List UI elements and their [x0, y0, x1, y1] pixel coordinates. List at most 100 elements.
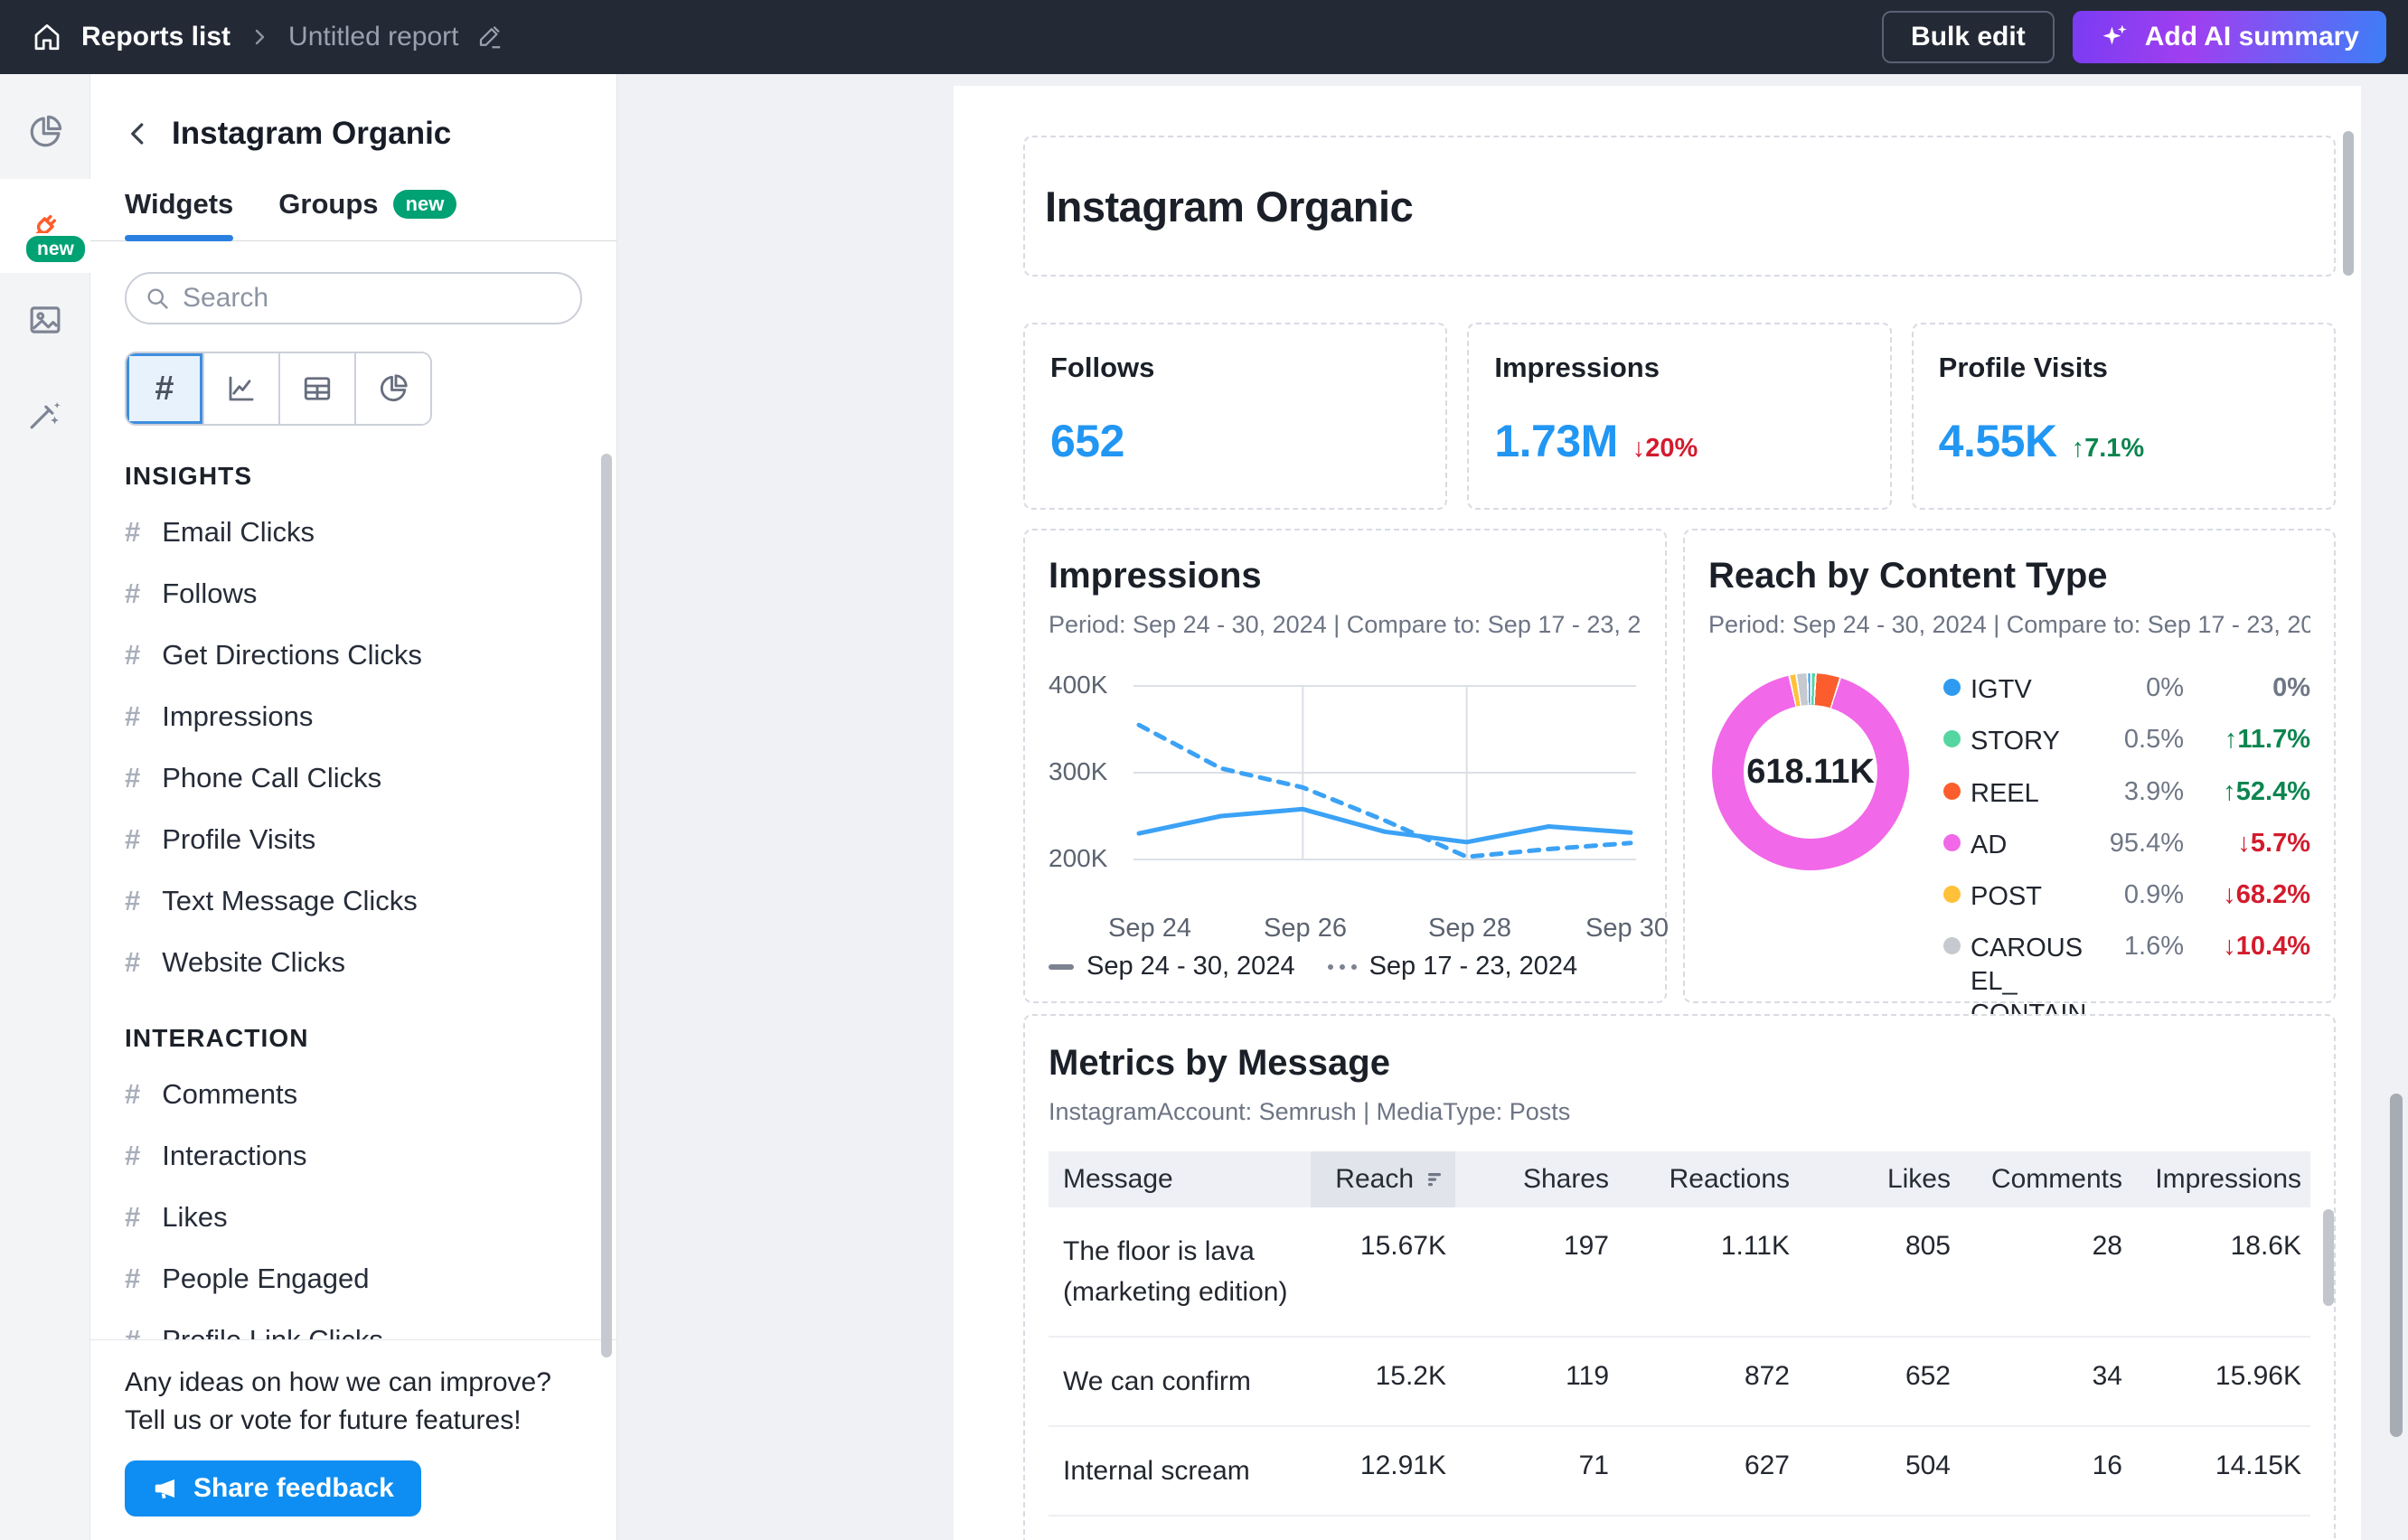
column-header-comments[interactable]: Comments: [1960, 1151, 2131, 1207]
add-ai-summary-button[interactable]: Add AI summary: [2072, 11, 2386, 63]
cell-shares: 71: [1578, 1451, 1609, 1480]
legend-change: ↓68.2%: [2223, 880, 2310, 909]
toggle-line-chart-widgets[interactable]: [202, 353, 278, 424]
rail-item-ai-tools[interactable]: [0, 367, 90, 461]
column-header-reactions[interactable]: Reactions: [1618, 1151, 1799, 1207]
toggle-number-widgets[interactable]: #: [127, 353, 202, 424]
hash-icon: #: [155, 369, 174, 408]
tab-widgets[interactable]: Widgets: [125, 188, 234, 241]
column-label: Shares: [1522, 1164, 1609, 1194]
section-header-interaction: INTERACTION: [125, 1024, 309, 1052]
sidebar-item-get-directions-clicks[interactable]: # Get Directions Clicks: [125, 624, 582, 686]
sidebar-scrollbar[interactable]: [601, 454, 612, 1357]
rail-item-integrations[interactable]: new: [0, 179, 90, 273]
toggle-table-widgets[interactable]: [278, 353, 354, 424]
column-header-message[interactable]: Message: [1049, 1151, 1311, 1207]
cell-shares: 119: [1566, 1361, 1609, 1391]
column-header-likes[interactable]: Likes: [1799, 1151, 1960, 1207]
sidebar-item-people-engaged[interactable]: # People Engaged: [125, 1248, 582, 1310]
canvas-scrollbar[interactable]: [2343, 131, 2354, 276]
column-label: Impressions: [2155, 1164, 2301, 1194]
legend-share: 1.6%: [2123, 932, 2184, 962]
sidebar-item-phone-call-clicks[interactable]: # Phone Call Clicks: [125, 747, 582, 809]
cell-reactions: 832: [1618, 1517, 1799, 1540]
sidebar-item-text-message-clicks[interactable]: # Text Message Clicks: [125, 870, 582, 932]
kpi-card-profile-visits[interactable]: Profile Visits 4.55K ↑7.1%: [1911, 323, 2336, 510]
impressions-chart-widget[interactable]: Impressions Period: Sep 24 - 30, 2024 | …: [1023, 529, 1669, 1003]
sidebar-item-profile-visits[interactable]: # Profile Visits: [125, 809, 582, 870]
hash-icon: #: [125, 578, 141, 609]
edit-pencil-icon[interactable]: [476, 23, 503, 51]
column-label: Likes: [1886, 1164, 1951, 1194]
bulk-edit-button[interactable]: Bulk edit: [1882, 11, 2055, 63]
column-label: Reactions: [1669, 1164, 1790, 1194]
sidebar-item-email-clicks[interactable]: # Email Clicks: [125, 502, 582, 563]
cell-reach: 15.2K: [1375, 1361, 1446, 1391]
legend-label: STORY: [1971, 727, 2060, 756]
sidebar-item-likes[interactable]: # Likes: [125, 1187, 582, 1248]
legend-share: 0.5%: [2123, 725, 2184, 755]
sidebar-item-comments[interactable]: # Comments: [125, 1064, 582, 1125]
pie-chart-icon: [380, 374, 408, 402]
sidebar-sections: INSIGHTS # Email Clicks # Follows # Get Direct…: [90, 426, 616, 1371]
legend-item-current: Sep 24 - 30, 2024: [1049, 952, 1295, 981]
cell-message: We can confirm: [1063, 1366, 1251, 1396]
legend-dot: [1943, 886, 1961, 903]
toggle-pie-chart-widgets[interactable]: [354, 353, 430, 424]
column-header-impressions[interactable]: Impressions: [2131, 1151, 2310, 1207]
metrics-by-message-widget[interactable]: Metrics by Message InstagramAccount: Sem…: [1023, 1014, 2336, 1540]
x-tick-label: Sep 30: [1585, 914, 1669, 943]
x-tick-label: Sep 24: [1108, 914, 1191, 943]
widget-sidebar: Instagram Organic Widgets Groups new #: [90, 74, 617, 1540]
report-title-widget[interactable]: Instagram Organic: [1023, 136, 2336, 277]
hash-icon: #: [125, 1078, 141, 1110]
cell-comments: 28: [2092, 1231, 2122, 1261]
legend-dot: [1943, 782, 1961, 800]
sidebar-item-impressions[interactable]: # Impressions: [125, 686, 582, 747]
table-header: Message Reach Shares Reactions Likes Comments…: [1049, 1151, 2310, 1207]
kpi-label: Profile Visits: [1938, 352, 2108, 383]
x-tick-label: Sep 26: [1264, 914, 1347, 943]
sidebar-item-label: Interactions: [162, 1140, 307, 1171]
sidebar-item-interactions[interactable]: # Interactions: [125, 1125, 582, 1187]
donut-chart: 618.11K: [1712, 673, 1909, 870]
hash-icon: #: [125, 1201, 141, 1233]
search-input[interactable]: [183, 283, 562, 314]
table-row: What team are you on?🙋10.43K628325928312…: [1049, 1517, 2310, 1540]
kpi-card-impressions[interactable]: Impressions 1.73M ↓20%: [1467, 323, 1892, 510]
image-icon: [30, 306, 61, 333]
donut-legend: IGTV 0% 0% STORY 0.5% ↑11.7% REEL 3.9% ↑52.4% AD 9…: [1943, 673, 2310, 1063]
cell-likes: 805: [1905, 1231, 1951, 1261]
sidebar-item-label: Website Clicks: [162, 946, 345, 978]
sidebar-item-website-clicks[interactable]: # Website Clicks: [125, 932, 582, 993]
legend-label: POST: [1971, 882, 2042, 911]
back-chevron-icon[interactable]: [125, 120, 152, 147]
dashed-line-marker: [1327, 963, 1357, 970]
tab-groups[interactable]: Groups new: [278, 188, 457, 240]
hash-icon: #: [125, 823, 141, 855]
column-header-reach[interactable]: Reach: [1311, 1151, 1455, 1207]
pie-chart-icon: [30, 115, 62, 147]
cell-reactions: 1.11K: [1720, 1231, 1790, 1261]
reach-by-content-type-widget[interactable]: Reach by Content Type Period: Sep 24 - 3…: [1683, 529, 2336, 1061]
home-icon[interactable]: [31, 21, 63, 53]
share-feedback-button[interactable]: Share feedback: [125, 1460, 421, 1517]
sidebar-item-label: Likes: [162, 1201, 228, 1233]
y-tick-label: 300K: [1049, 757, 1108, 785]
legend-label: REEL: [1971, 778, 2039, 808]
rail-item-reports[interactable]: [0, 85, 90, 179]
breadcrumb-reports-list[interactable]: Reports list: [81, 22, 231, 52]
chart-title: Reach by Content Type: [1708, 556, 2108, 596]
cell-reach: 15.67K: [1359, 1231, 1446, 1261]
cell-reactions: 872: [1744, 1361, 1790, 1391]
cell-message: The floor is lava (marketing edition): [1063, 1236, 1288, 1307]
sidebar-title: Instagram Organic: [172, 116, 452, 151]
column-header-shares[interactable]: Shares: [1455, 1151, 1618, 1207]
rail-item-media[interactable]: [0, 273, 90, 367]
cell-shares: 62: [1455, 1517, 1618, 1540]
sidebar-item-follows[interactable]: # Follows: [125, 563, 582, 624]
page-scrollbar[interactable]: [2390, 1094, 2403, 1437]
table-scrollbar[interactable]: [2323, 1209, 2334, 1306]
legend-share: 95.4%: [2109, 828, 2184, 858]
kpi-card-follows[interactable]: Follows 652: [1023, 323, 1448, 510]
